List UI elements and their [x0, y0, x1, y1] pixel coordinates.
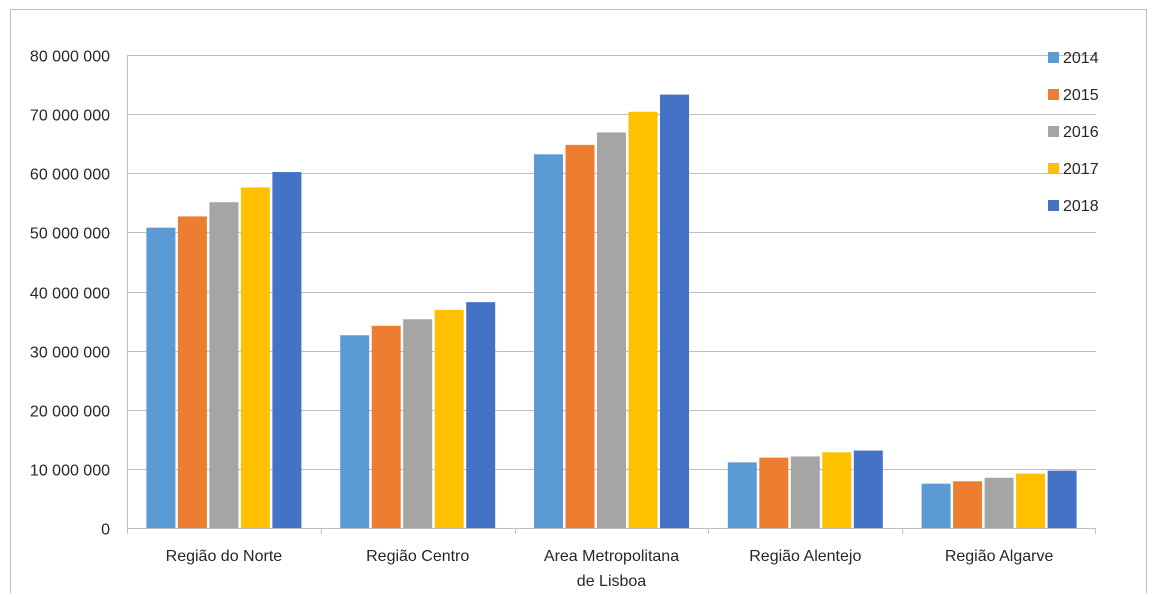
y-axis-tick-labels: 0 10 000 000 20 000 000 30 000 000 40 000 00… — [30, 49, 110, 539]
bar — [240, 187, 270, 528]
y-tick-label: 60 000 000 — [30, 167, 110, 184]
y-tick-label: 50 000 000 — [30, 226, 110, 243]
x-category-label: Area Metropolitana — [544, 548, 679, 565]
legend: 2014 2015 2016 2017 2018 — [1048, 50, 1099, 215]
bar — [628, 111, 658, 528]
y-tick-label: 40 000 000 — [30, 286, 110, 303]
bar — [597, 132, 626, 529]
legend-label: 2016 — [1063, 124, 1099, 141]
bar — [660, 94, 689, 529]
y-tick-label: 20 000 000 — [30, 404, 110, 421]
x-category-label: Região do Norte — [166, 548, 283, 565]
bar — [984, 477, 1014, 528]
bar — [853, 450, 883, 528]
x-category-label: Região Algarve — [945, 548, 1054, 565]
bar — [466, 302, 496, 528]
bar — [534, 154, 563, 528]
bar — [921, 483, 951, 528]
legend-swatch — [1048, 200, 1059, 211]
bar — [146, 227, 176, 528]
y-tick-label: 0 — [101, 522, 110, 539]
bar — [434, 309, 464, 528]
chart-frame — [10, 9, 1147, 593]
bar — [953, 481, 983, 528]
x-category-label: Região Centro — [366, 548, 469, 565]
x-category-label: Região Alentejo — [749, 548, 861, 565]
y-tick-label: 70 000 000 — [30, 108, 110, 125]
x-category-label: de Lisboa — [577, 573, 646, 590]
bar — [759, 457, 789, 528]
bar — [177, 216, 207, 528]
bar — [340, 335, 370, 528]
bar — [371, 325, 401, 528]
bars — [146, 94, 1077, 529]
legend-swatch — [1048, 89, 1059, 100]
legend-swatch — [1048, 163, 1059, 174]
bar — [1016, 473, 1046, 528]
bar — [272, 172, 302, 528]
y-tick-label: 10 000 000 — [30, 463, 110, 480]
bar — [209, 202, 239, 528]
bar — [790, 456, 820, 528]
axes — [127, 55, 1096, 534]
legend-label: 2017 — [1063, 161, 1099, 178]
legend-swatch — [1048, 52, 1059, 63]
x-axis-category-labels: Região do Norte Região Centro Area Metropo… — [166, 548, 1054, 590]
legend-label: 2014 — [1063, 50, 1099, 67]
bar — [1047, 470, 1077, 528]
bar — [403, 319, 433, 528]
y-tick-label: 30 000 000 — [30, 345, 110, 362]
legend-label: 2018 — [1063, 198, 1099, 215]
bar — [822, 452, 852, 528]
y-tick-label: 80 000 000 — [30, 49, 110, 66]
legend-label: 2015 — [1063, 87, 1099, 104]
legend-swatch — [1048, 126, 1059, 137]
bar — [565, 144, 595, 528]
bar — [727, 462, 757, 528]
